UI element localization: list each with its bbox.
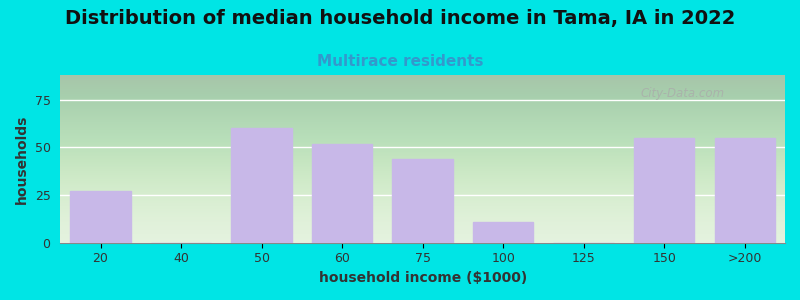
Text: Distribution of median household income in Tama, IA in 2022: Distribution of median household income … <box>65 9 735 28</box>
Bar <box>70 191 130 243</box>
Bar <box>634 138 694 243</box>
Y-axis label: households: households <box>15 114 29 203</box>
Bar <box>231 128 292 243</box>
Bar <box>714 138 775 243</box>
Bar <box>312 144 372 243</box>
X-axis label: household income ($1000): household income ($1000) <box>318 271 526 285</box>
Text: Multirace residents: Multirace residents <box>317 54 483 69</box>
Bar <box>393 159 453 243</box>
Text: City-Data.com: City-Data.com <box>640 87 724 100</box>
Bar <box>473 222 534 243</box>
